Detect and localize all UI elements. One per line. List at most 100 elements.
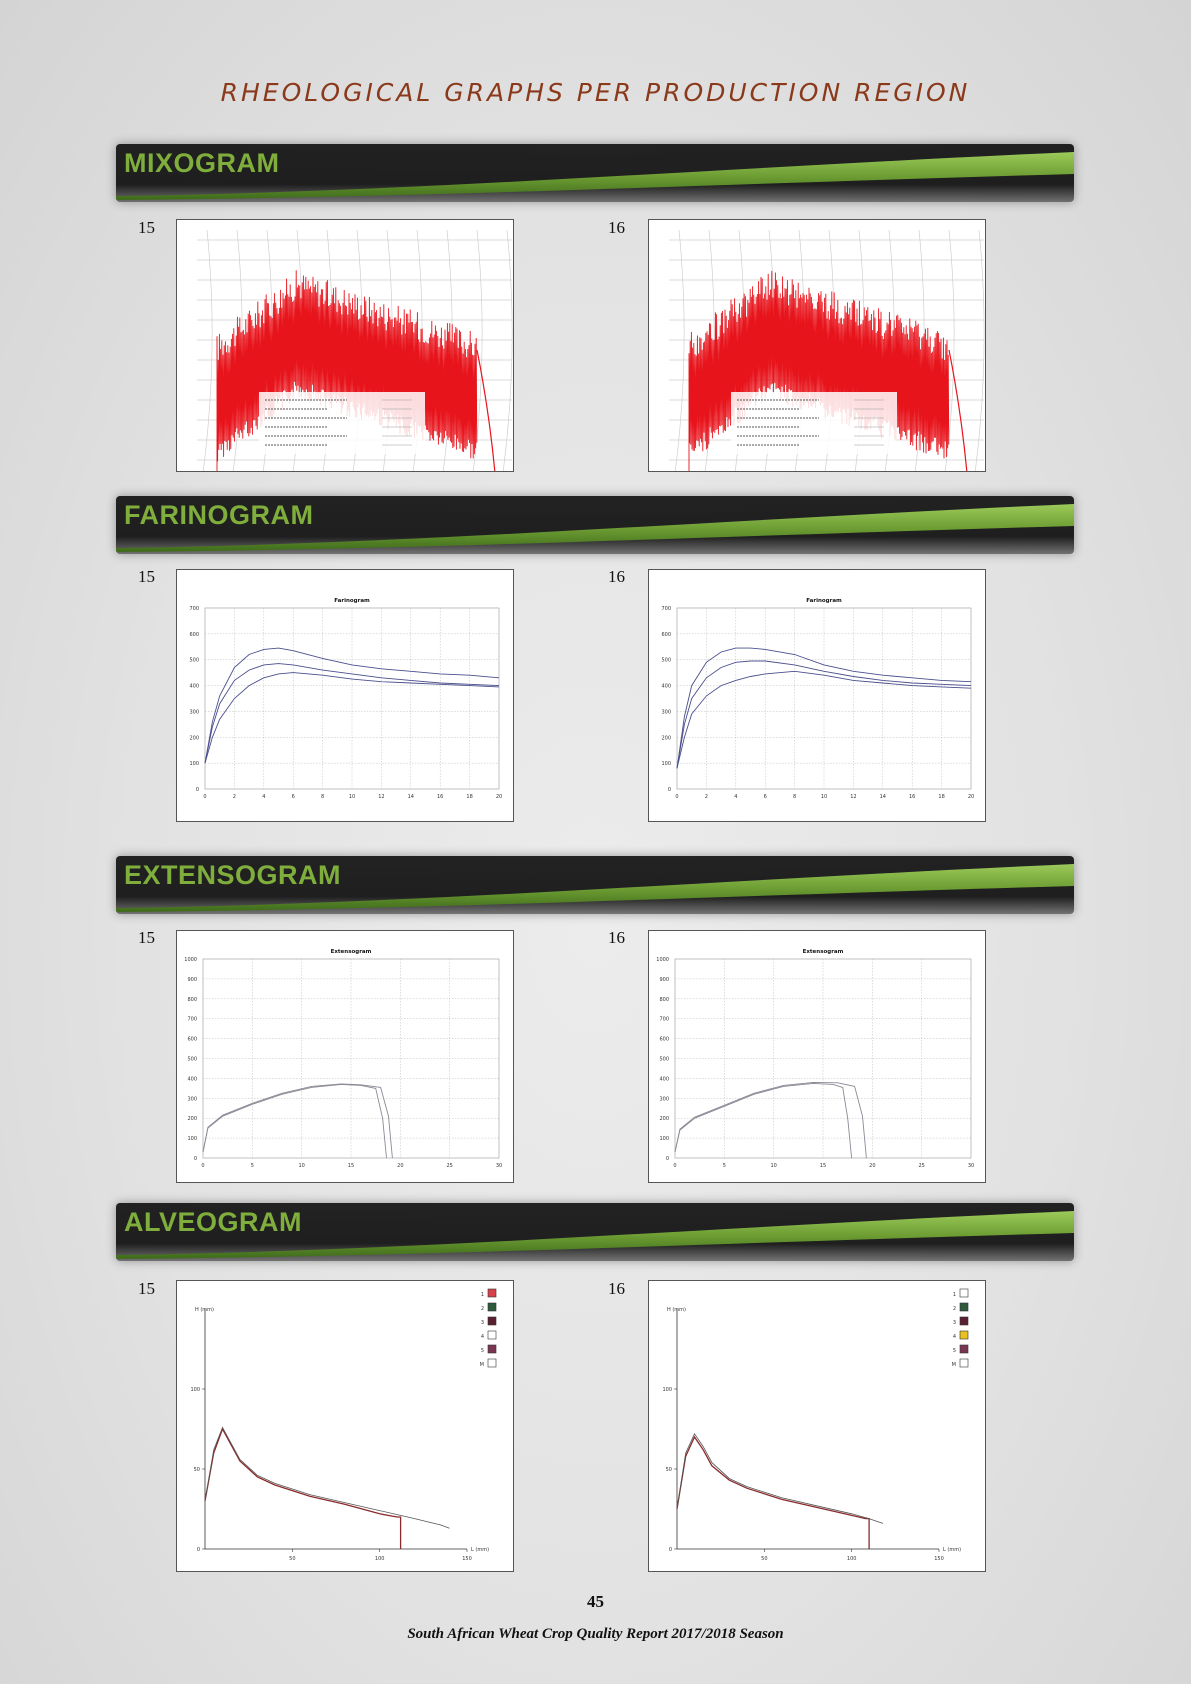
x-tick-label: 8 [793,794,796,800]
x-tick-label: 30 [496,1163,502,1169]
legend-label: M [952,1362,956,1368]
section-title: EXTENSOGRAM [124,860,342,890]
y-tick-label: 700 [659,1017,669,1023]
label-box [731,392,897,454]
panel-label-alveogram-16: 16 [608,1279,625,1298]
x-tick-label: 8 [321,794,324,800]
section-banner-farinogram: FARINOGRAM [116,496,1074,554]
x-tick-label: 16 [437,794,443,800]
grid-curve [202,229,213,471]
panel-label-farinogram-16: 16 [608,567,625,586]
y-tick-label: 100 [189,761,199,767]
x-tick-label: 10 [349,794,355,800]
x-tick-label: 0 [201,1163,204,1169]
page-number: 45 [587,1592,604,1611]
x-tick-label: 10 [770,1163,776,1169]
section-title: MIXOGRAM [124,148,280,178]
farinogram-plot: Farinogram 0 100 200 300 400 500 600 700 0 2 4 6 8 10 1… [661,598,974,800]
chart-title: Extensogram [331,949,372,955]
legend-swatch[interactable] [487,1358,497,1368]
y-tick-label: 600 [187,1037,197,1043]
series-line-3 [204,672,500,764]
y-tick-label: 100 [661,761,671,767]
x-tick-label: 14 [408,794,414,800]
y-tick-label: 100 [662,1387,672,1393]
legend-label: 3 [481,1320,484,1326]
mixogram-trace [216,270,478,471]
x-tick-label: 0 [675,794,678,800]
mixogram-scan [669,229,985,471]
y-tick-label: 500 [189,658,199,664]
alveogram-plot: H (mm) L (mm) 0 50 100 50 100 150 1 2 3 4 5 M [662,1288,969,1562]
legend-swatch[interactable] [487,1288,497,1298]
x-axis-label: L (mm) [471,1547,489,1553]
y-axis-label: H (mm) [195,1307,214,1313]
x-tick-label: 2 [705,794,708,800]
section-banner-alveogram: ALVEOGRAM [116,1203,1074,1261]
y-tick-label: 900 [659,977,669,983]
y-tick-label: 50 [666,1467,672,1473]
y-tick-label: 300 [659,1096,669,1102]
x-tick-label: 10 [298,1163,304,1169]
x-tick-label: 20 [869,1163,875,1169]
alveogram-curve-1 [204,1427,402,1549]
section-banner-extensogram: EXTENSOGRAM [116,856,1074,914]
legend-swatch[interactable] [487,1330,497,1340]
legend-swatch[interactable] [487,1344,497,1354]
x-tick-label: 2 [233,794,236,800]
x-tick-label: 100 [375,1556,385,1562]
y-tick-label: 200 [189,735,199,741]
legend-swatch[interactable] [487,1302,497,1312]
legend-swatch[interactable] [959,1330,969,1340]
mixogram-trace [688,270,950,471]
x-tick-label: 50 [761,1556,767,1562]
x-tick-label: 18 [466,794,472,800]
y-tick-label: 500 [661,658,671,664]
legend-label: 4 [953,1334,956,1340]
x-tick-label: 15 [348,1163,354,1169]
x-tick-label: 12 [378,794,384,800]
x-tick-label: 6 [292,794,295,800]
alveogram-curve-1 [676,1435,870,1549]
y-tick-label: 700 [189,606,199,612]
x-tick-label: 16 [909,794,915,800]
alveogram-16-chart: H (mm) L (mm) 0 50 100 50 100 150 1 2 3 4 5 M [648,1280,986,1572]
series-line-2 [676,660,972,769]
y-tick-label: 300 [661,709,671,715]
legend-swatch[interactable] [959,1316,969,1326]
legend-swatch[interactable] [959,1288,969,1298]
mixogram-scan [197,229,513,471]
x-tick-label: 0 [673,1163,676,1169]
legend-label: 4 [481,1334,484,1340]
y-tick-label: 0 [197,1547,200,1553]
grass-leaf-graphic [116,1211,1074,1259]
section-title: FARINOGRAM [124,500,314,530]
legend-label: 2 [953,1306,956,1312]
alveogram-curve-2 [204,1426,450,1529]
grid-curve [502,229,513,471]
y-tick-label: 0 [666,1156,669,1162]
grass-leaf-graphic [116,504,1074,552]
legend-label: 1 [953,1292,956,1298]
mixogram-16-image [648,219,986,472]
legend-swatch[interactable] [487,1316,497,1326]
y-tick-label: 800 [659,997,669,1003]
label-box [259,392,425,454]
legend-swatch[interactable] [959,1302,969,1312]
panel-label-mixogram-15: 15 [138,218,155,237]
x-tick-label: 6 [764,794,767,800]
x-tick-label: 20 [397,1163,403,1169]
series-line-3 [676,670,972,769]
legend-label: 2 [481,1306,484,1312]
chart-title: Farinogram [334,598,370,604]
extensogram-15-chart: Extensogram 0 100 200 300 400 500 600 700 800 900 1… [176,930,514,1183]
y-tick-label: 0 [194,1156,197,1162]
legend-swatch[interactable] [959,1344,969,1354]
legend-swatch[interactable] [959,1358,969,1368]
x-tick-label: 5 [251,1163,254,1169]
x-tick-label: 150 [462,1556,472,1562]
series-line-2 [674,1081,867,1159]
y-tick-label: 400 [187,1076,197,1082]
series-line-1 [204,647,500,764]
y-tick-label: 200 [187,1116,197,1122]
